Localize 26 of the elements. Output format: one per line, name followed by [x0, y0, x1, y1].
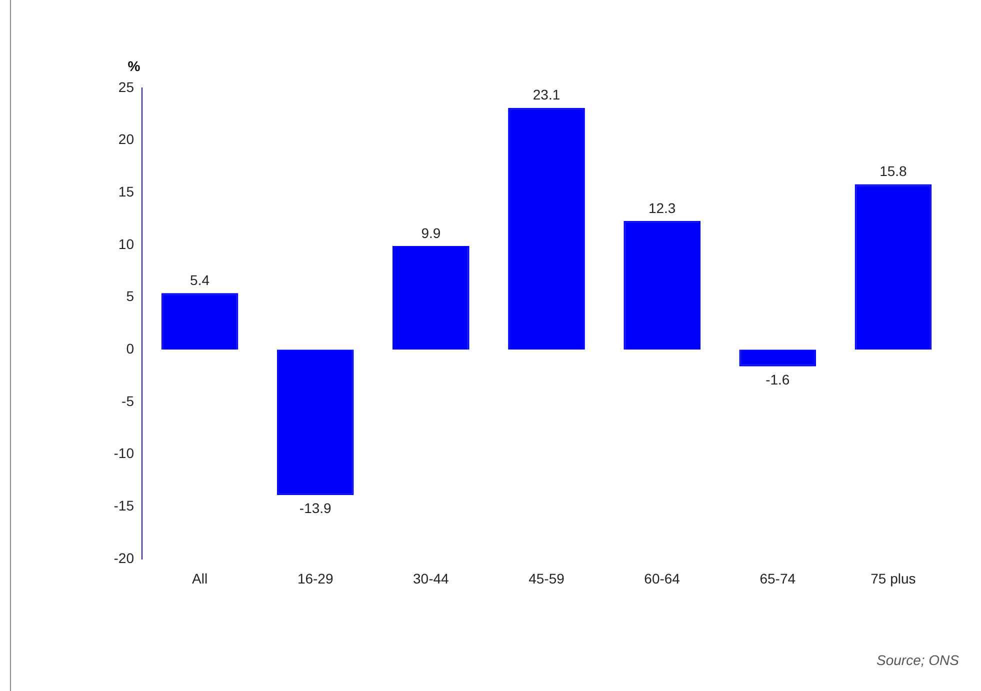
source-note: Source; ONS [876, 652, 959, 668]
x-tick-label: All [192, 570, 208, 586]
x-tick-label: 30-44 [413, 570, 450, 586]
x-tick-label: 45-59 [528, 570, 565, 586]
y-tick-label: 5 [126, 288, 134, 304]
data-label: 23.1 [532, 86, 560, 103]
y-tick-label: 0 [126, 340, 134, 357]
y-axis-title: % [128, 58, 141, 74]
y-tick-label: 15 [118, 184, 134, 200]
y-tick-label: -10 [114, 445, 134, 462]
x-tick-label: 60-64 [644, 570, 680, 586]
y-tick-label: -5 [122, 392, 134, 409]
x-tick-label: 65-74 [760, 570, 796, 586]
y-tick-label: 10 [118, 236, 134, 252]
data-label: 9.9 [421, 224, 441, 241]
y-tick-label: 20 [118, 131, 134, 148]
data-label: -13.9 [299, 500, 332, 516]
data-label: 12.3 [648, 200, 676, 216]
y-tick-label: -20 [114, 550, 134, 566]
y-tick-label: 25 [118, 78, 134, 95]
data-label: 15.8 [880, 163, 908, 180]
y-tick-label: -15 [114, 498, 134, 514]
x-tick-label: 16-29 [297, 570, 334, 586]
data-label: 5.4 [190, 272, 210, 288]
x-tick-label: 75 plus [870, 570, 916, 586]
data-label: -1.6 [766, 371, 790, 388]
